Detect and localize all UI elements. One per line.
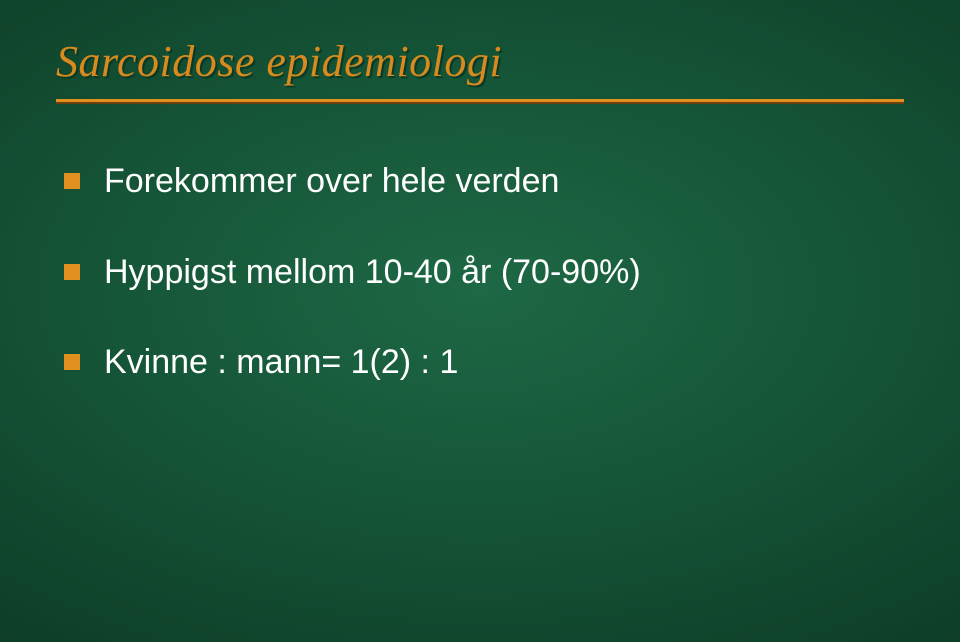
list-item: Kvinne : mann= 1(2) : 1 (60, 341, 904, 384)
list-item: Hyppigst mellom 10-40 år (70-90%) (60, 251, 904, 294)
title-underline (56, 99, 904, 104)
slide-title: Sarcoidose epidemiologi (56, 36, 904, 87)
bullet-list: Forekommer over hele verden Hyppigst mel… (60, 160, 904, 384)
list-item: Forekommer over hele verden (60, 160, 904, 203)
slide: Sarcoidose epidemiologi Forekommer over … (0, 0, 960, 642)
